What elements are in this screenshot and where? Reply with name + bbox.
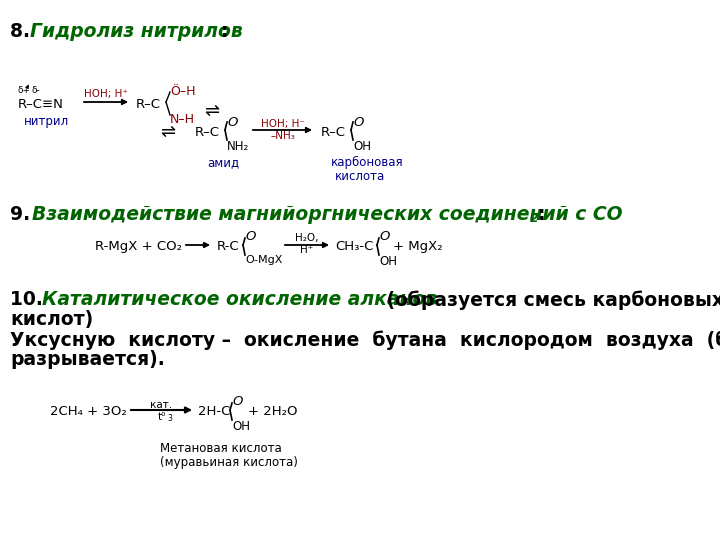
Text: амид: амид: [207, 156, 239, 169]
Text: 10.: 10.: [10, 290, 50, 309]
Text: НОН; Н⁺: НОН; Н⁺: [84, 89, 128, 99]
Text: R-C: R-C: [217, 240, 240, 253]
Text: кат.: кат.: [150, 400, 173, 410]
Text: Уксусную  кислоту –  окисление  бутана  кислородом  воздуха  (бутан: Уксусную кислоту – окисление бутана кисл…: [10, 330, 720, 349]
Text: (образуется смесь карбоновых: (образуется смесь карбоновых: [380, 290, 720, 309]
Text: R–C: R–C: [136, 98, 161, 111]
Text: OH: OH: [232, 420, 250, 433]
Text: кислота: кислота: [335, 170, 385, 183]
Text: 9.: 9.: [10, 205, 37, 224]
Text: :: :: [538, 205, 546, 224]
Text: OH: OH: [379, 255, 397, 268]
Text: 2: 2: [530, 212, 539, 225]
Text: Ö–H: Ö–H: [170, 85, 196, 98]
Text: CH₃-C: CH₃-C: [335, 240, 374, 253]
Text: H₂O,: H₂O,: [295, 233, 319, 243]
Text: разрывается).: разрывается).: [10, 350, 165, 369]
Text: OH: OH: [353, 140, 371, 153]
Text: (муравьиная кислота): (муравьиная кислота): [160, 456, 298, 469]
Text: O: O: [379, 230, 390, 243]
Text: N–H: N–H: [170, 113, 195, 126]
Text: –NH₃: –NH₃: [270, 131, 295, 141]
Text: 2H-C: 2H-C: [198, 405, 230, 418]
Text: t⁰: t⁰: [157, 412, 166, 422]
Text: R–C: R–C: [195, 126, 220, 139]
Text: O: O: [232, 395, 243, 408]
Text: :: :: [221, 22, 228, 41]
Text: O: O: [353, 116, 364, 129]
Text: ⇌: ⇌: [160, 123, 175, 141]
Text: НОН; Н⁻: НОН; Н⁻: [261, 119, 305, 129]
Text: ⇌: ⇌: [204, 102, 219, 120]
Text: Гидролиз нитрилов: Гидролиз нитрилов: [30, 22, 243, 41]
Text: нитрил: нитрил: [24, 115, 69, 128]
Text: кислот): кислот): [10, 310, 94, 329]
Text: δ+: δ+: [18, 86, 31, 95]
Text: Метановая кислота: Метановая кислота: [160, 442, 282, 455]
Text: O-MgX: O-MgX: [245, 255, 282, 265]
Text: 3: 3: [168, 414, 172, 423]
Text: R–C≡N: R–C≡N: [18, 98, 64, 111]
Text: Каталитическое окисление алканов: Каталитическое окисление алканов: [42, 290, 437, 309]
Text: + 2H₂O: + 2H₂O: [248, 405, 297, 418]
Text: 8.: 8.: [10, 22, 37, 41]
Text: карбоновая: карбоновая: [331, 156, 404, 169]
Text: δ-: δ-: [32, 86, 41, 95]
Text: 2CH₄ + 3O₂: 2CH₄ + 3O₂: [50, 405, 127, 418]
Text: O: O: [245, 230, 256, 243]
Text: Взаимодействие магнийоргнических соединений с CO: Взаимодействие магнийоргнических соедине…: [32, 205, 623, 224]
Text: R-MgX + CO₂: R-MgX + CO₂: [95, 240, 182, 253]
Text: R–C: R–C: [321, 126, 346, 139]
Text: + MgX₂: + MgX₂: [393, 240, 443, 253]
Text: NH₂: NH₂: [227, 140, 249, 153]
Text: H⁺: H⁺: [300, 245, 314, 255]
Text: O: O: [227, 116, 238, 129]
